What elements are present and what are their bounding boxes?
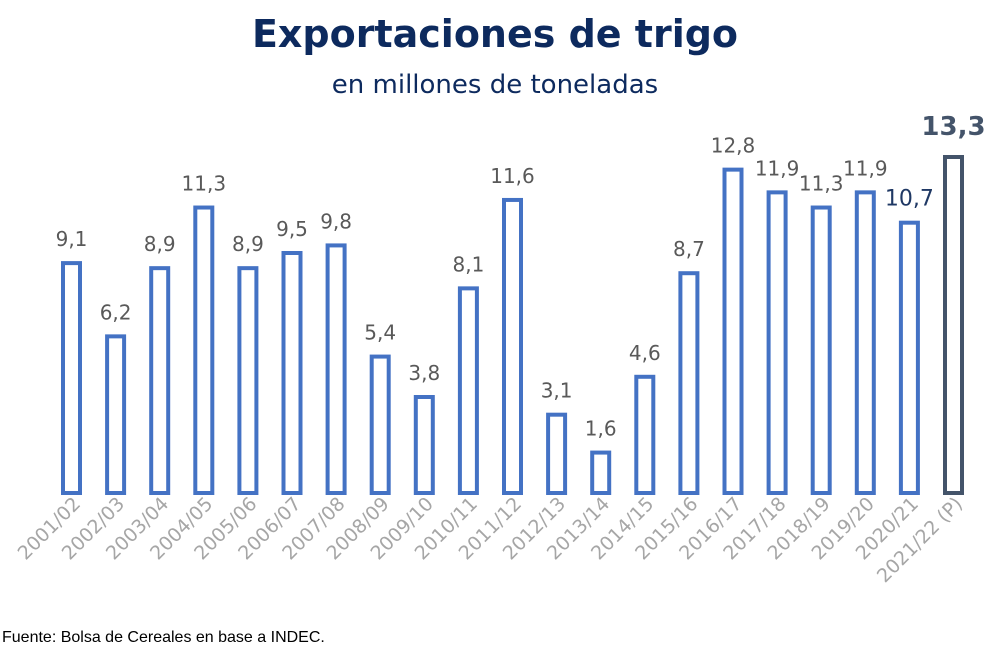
value-label: 5,4 <box>364 321 396 345</box>
value-label: 3,8 <box>408 361 440 385</box>
value-label: 8,9 <box>232 232 264 256</box>
bar-2015/16 <box>678 271 700 496</box>
bar-2009/10 <box>413 395 435 495</box>
bar-2014/15 <box>634 374 656 495</box>
bar-2010/11 <box>457 286 479 495</box>
bar-2006/07 <box>281 251 303 495</box>
bar-2020/21 <box>898 220 920 495</box>
value-label: 11,3 <box>799 172 844 196</box>
bar-2007/08 <box>325 243 347 495</box>
value-label: 10,7 <box>885 187 934 212</box>
value-label: 11,9 <box>843 156 888 180</box>
value-label: 11,3 <box>182 172 227 196</box>
value-label: 12,8 <box>711 134 756 158</box>
bar-2021/22 (P) <box>943 155 964 495</box>
value-label: 13,3 <box>921 112 985 142</box>
bar-2003/04 <box>149 266 171 495</box>
source-note: Fuente: Bolsa de Cereales en base a INDE… <box>2 629 325 646</box>
value-label: 1,6 <box>585 417 617 441</box>
bar-2018/19 <box>810 205 832 496</box>
value-label: 8,9 <box>144 232 176 256</box>
bar-2019/20 <box>854 190 876 496</box>
value-label: 11,9 <box>755 156 800 180</box>
value-label: 4,6 <box>629 341 661 365</box>
bar-2017/18 <box>766 190 788 496</box>
value-label: 11,6 <box>490 164 535 188</box>
bar-chart: 9,12001/026,22002/038,92003/0411,32004/0… <box>14 112 986 587</box>
bar-2005/06 <box>237 266 259 495</box>
bar-2001/02 <box>61 261 82 495</box>
value-label: 8,1 <box>452 252 484 276</box>
bar-2002/03 <box>105 334 127 495</box>
value-label: 9,8 <box>320 209 352 233</box>
bar-2011/12 <box>502 197 523 496</box>
bar-2008/09 <box>369 354 391 495</box>
chart-subtitle: en millones de toneladas <box>331 70 659 100</box>
value-label: 3,1 <box>541 379 573 403</box>
chart-title: Exportaciones de trigo <box>251 12 739 56</box>
value-label: 8,7 <box>673 237 705 261</box>
value-label: 9,5 <box>276 217 308 241</box>
bar-2004/05 <box>193 205 215 496</box>
bar-2013/14 <box>590 450 612 495</box>
bar-2016/17 <box>722 167 744 495</box>
bar-2012/13 <box>546 412 568 495</box>
value-label: 9,1 <box>56 227 88 251</box>
value-label: 6,2 <box>100 300 132 324</box>
